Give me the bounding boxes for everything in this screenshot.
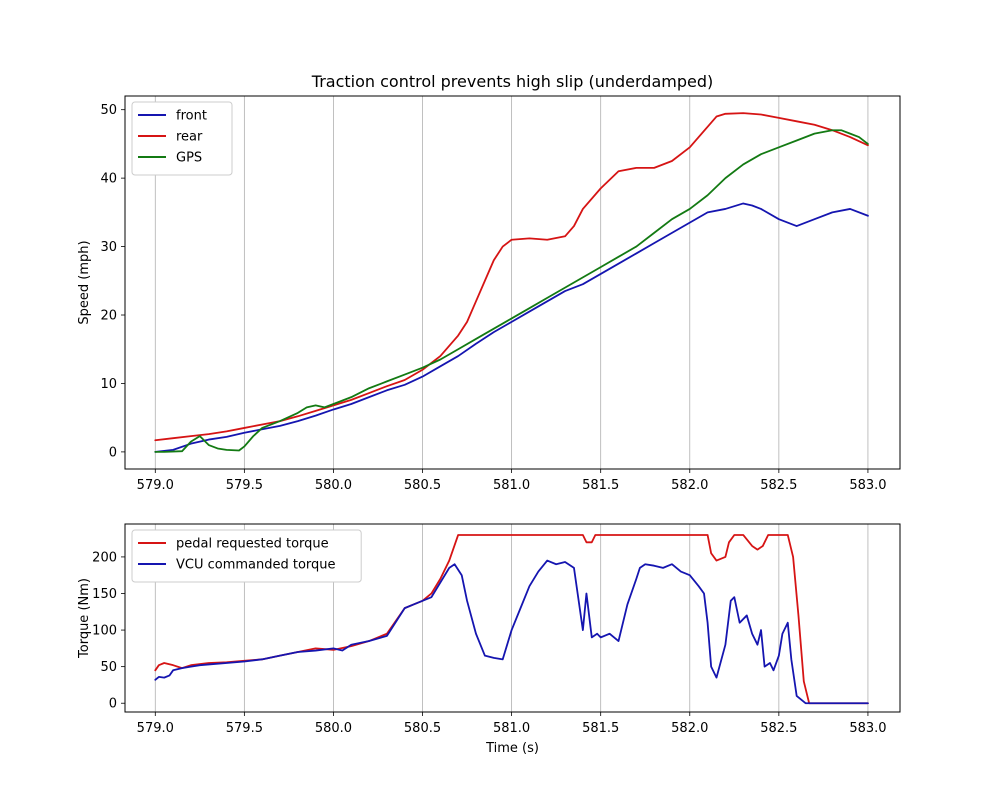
speed-legend-label: rear <box>176 130 203 145</box>
torque-legend-box <box>131 529 362 583</box>
torque-legend-label: VCU commanded torque <box>176 558 336 573</box>
torque-x-tick-label: 581.5 <box>582 721 619 736</box>
torque-x-tick-label: 580.0 <box>315 721 352 736</box>
torque-x-tick-label: 581.0 <box>493 721 530 736</box>
speed-y-axis-label: Speed (mph) <box>77 240 92 324</box>
speed-x-tick-label: 580.0 <box>315 478 352 493</box>
speed-axes: 579.0 579.5 580.0 580.5 581.0 581.5 582.0 582.5… <box>77 72 901 493</box>
speed-x-tick-label: 581.5 <box>582 478 619 493</box>
speed-x-tick-label: 583.0 <box>849 478 886 493</box>
speed-x-tick-label: 579.0 <box>137 478 174 493</box>
speed-x-tick-label: 582.5 <box>760 478 797 493</box>
speed-frame <box>124 95 901 470</box>
torque-axes: 579.0 579.5 580.0 580.5 581.0 581.5 582.0 582.5… <box>77 523 901 756</box>
speed-series-front <box>154 202 869 453</box>
speed-legend-label: front <box>176 109 207 124</box>
speed-y-tick-label: 0 <box>109 445 117 460</box>
torque-x-tick-label: 582.0 <box>671 721 708 736</box>
speed-y-tick-label: 40 <box>100 172 117 187</box>
torque-x-tick-label: 579.5 <box>226 721 263 736</box>
torque-y-tick-label: 200 <box>92 550 117 565</box>
speed-x-tick-label: 580.5 <box>404 478 441 493</box>
speed-y-tick-label: 10 <box>100 377 117 392</box>
torque-series-vcu-commanded-torque <box>154 559 869 705</box>
speed-legend: front rear GPS <box>131 101 233 176</box>
speed-x-tick-label: 581.0 <box>493 478 530 493</box>
torque-legend: pedal requested torque VCU commanded torq… <box>131 529 362 583</box>
speed-series-rear <box>154 112 869 442</box>
chart-title: Traction control prevents high slip (und… <box>311 72 713 91</box>
speed-y-tick-label: 30 <box>100 240 117 255</box>
torque-x-axis-label: Time (s) <box>485 741 539 756</box>
speed-y-tick-label: 50 <box>100 103 117 118</box>
torque-frame <box>124 523 901 713</box>
torque-x-tick-label: 582.5 <box>760 721 797 736</box>
torque-x-tick-label: 580.5 <box>404 721 441 736</box>
speed-x-tick-label: 582.0 <box>671 478 708 493</box>
torque-x-tick-label: 579.0 <box>137 721 174 736</box>
speed-y-tick-label: 20 <box>100 309 117 324</box>
speed-series-gps <box>154 129 869 453</box>
torque-y-tick-label: 150 <box>92 587 117 602</box>
torque-y-tick-label: 100 <box>92 624 117 639</box>
torque-y-tick-label: 0 <box>109 697 117 712</box>
speed-legend-label: GPS <box>176 151 202 166</box>
torque-x-tick-label: 583.0 <box>849 721 886 736</box>
torque-legend-label: pedal requested torque <box>176 537 329 552</box>
torque-y-tick-label: 50 <box>100 660 117 675</box>
torque-y-axis-label: Torque (Nm) <box>77 578 92 659</box>
speed-x-tick-label: 579.5 <box>226 478 263 493</box>
